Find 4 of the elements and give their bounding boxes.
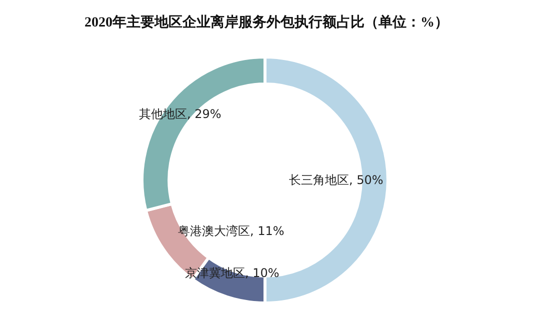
slice-label: 其他地区, 29% (139, 107, 222, 121)
slice-label: 长三角地区, 50% (289, 173, 384, 187)
chart-title: 2020年主要地区企业离岸服务外包执行额占比（单位：%） (84, 14, 448, 30)
slice-label: 粤港澳大湾区, 11% (178, 224, 284, 238)
